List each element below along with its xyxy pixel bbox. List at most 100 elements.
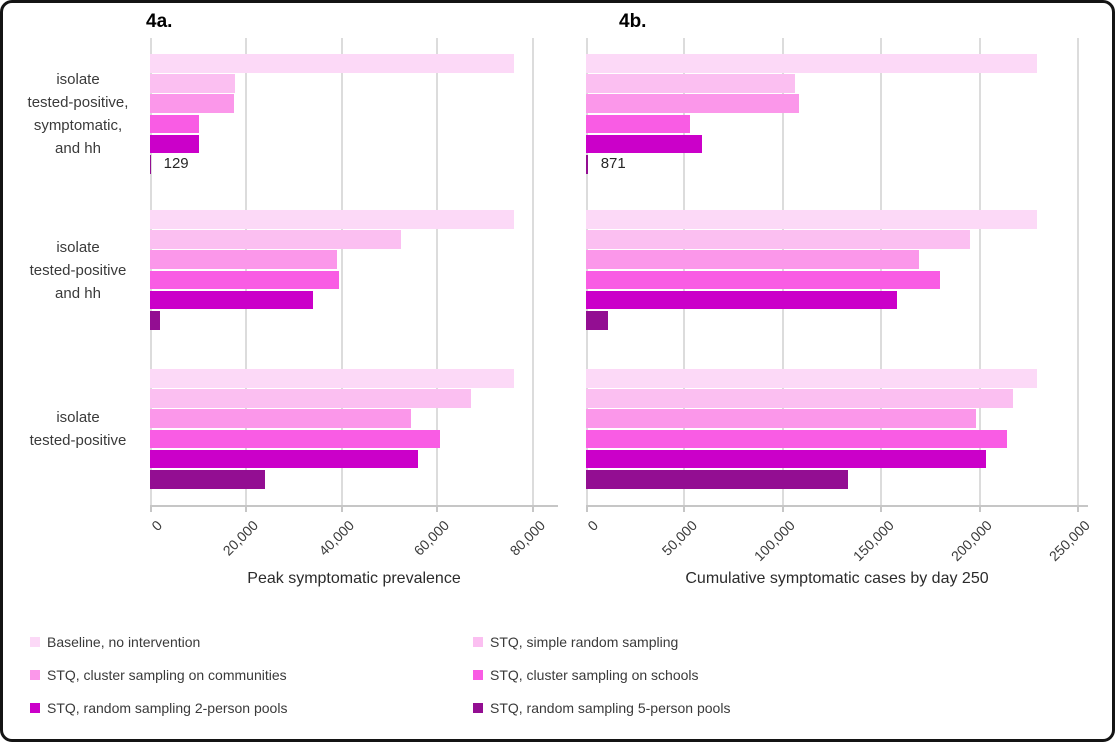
bar-stq-simple-random-sampling — [586, 230, 970, 249]
bar-baseline-no-intervention — [150, 54, 514, 73]
bar-stq-random-sampling-2-person-pools — [586, 134, 703, 154]
bar-stq-random-sampling-2-person-pools — [586, 290, 897, 310]
xtick-label: 40,000 — [315, 517, 357, 559]
xtick-label: 150,000 — [849, 517, 897, 565]
bar-baseline-no-intervention — [586, 210, 1037, 229]
bar-stq-cluster-sampling-on-schools — [586, 114, 691, 134]
axis-tick — [150, 505, 152, 512]
bar-stq-cluster-sampling-on-schools — [586, 270, 941, 290]
gridline — [436, 38, 439, 505]
axis-tick — [340, 505, 343, 512]
bar-stq-cluster-sampling-on-communities — [586, 94, 799, 113]
axis-tick — [978, 505, 981, 512]
axis-tick — [781, 505, 784, 512]
bar-stq-random-sampling-5-person-pools — [150, 470, 265, 489]
category-label-line: isolate — [56, 238, 100, 256]
category-label-line: tested-positive — [29, 261, 127, 279]
legend-item: STQ, cluster sampling on communities — [30, 667, 473, 683]
xtick-label: 250,000 — [1046, 517, 1094, 565]
axis-tick — [244, 505, 247, 512]
legend-label: STQ, cluster sampling on schools — [490, 667, 699, 683]
legend-swatch — [30, 670, 40, 680]
bar-stq-cluster-sampling-on-schools — [150, 429, 440, 449]
bar-stq-random-sampling-5-person-pools — [586, 470, 848, 489]
legend-label: STQ, random sampling 2-person pools — [47, 700, 288, 716]
gridline — [1077, 38, 1079, 505]
bar-stq-random-sampling-2-person-pools — [150, 449, 419, 469]
bar-stq-random-sampling-5-person-pools — [586, 155, 588, 174]
bar-stq-cluster-sampling-on-schools — [150, 114, 200, 134]
category-label: isolate tested-positive — [13, 369, 143, 489]
category-label-line: isolate — [56, 409, 100, 426]
legend-item: STQ, simple random sampling — [473, 634, 1090, 650]
bar-stq-simple-random-sampling — [586, 74, 795, 93]
gridline — [532, 38, 534, 505]
legend-swatch — [473, 637, 483, 647]
chart-a-title: 4a. — [146, 11, 173, 32]
legend-item: STQ, random sampling 5-person pools — [473, 700, 1090, 716]
chart-b-title: 4b. — [619, 11, 647, 32]
axis-tick — [683, 505, 686, 512]
bar-baseline-no-intervention — [150, 369, 514, 388]
category-label-line: tested-positive — [29, 432, 127, 449]
bar-baseline-no-intervention — [150, 210, 514, 229]
category-label-line: tested-positive, — [27, 94, 129, 111]
xtick-label: 200,000 — [947, 517, 995, 565]
chart-b-axis-title: Cumulative symptomatic cases by day 250 — [685, 570, 989, 587]
legend-label: STQ, random sampling 5-person pools — [490, 700, 731, 716]
bar-stq-cluster-sampling-on-schools — [150, 270, 340, 290]
legend-swatch — [473, 670, 483, 680]
xtick-label: 0 — [148, 517, 166, 534]
category-label-line: and hh — [55, 140, 101, 157]
axis-tick — [436, 505, 439, 512]
chart-b-plot-area: 871 — [586, 38, 1088, 512]
xtick-label: 60,000 — [410, 517, 453, 559]
legend-label: STQ, simple random sampling — [490, 634, 679, 650]
bar-stq-random-sampling-5-person-pools — [586, 311, 608, 330]
bar-baseline-no-intervention — [586, 369, 1037, 388]
chart-a-plot-area: 129 — [150, 38, 558, 512]
bar-stq-cluster-sampling-on-communities — [150, 409, 411, 428]
axis-tick — [586, 505, 588, 512]
bar-stq-cluster-sampling-on-communities — [150, 250, 337, 269]
axis-tick — [1077, 505, 1079, 512]
bar-stq-cluster-sampling-on-communities — [586, 409, 976, 428]
xtick-label: 80,000 — [506, 517, 549, 559]
gridline — [978, 38, 981, 505]
bar-stq-simple-random-sampling — [150, 74, 236, 93]
xtick-label: 20,000 — [219, 517, 262, 559]
category-label-line: isolate — [56, 71, 100, 88]
category-label-line: and hh — [55, 284, 101, 302]
bar-stq-cluster-sampling-on-schools — [586, 429, 1008, 449]
category-label: isolate tested-positive, symptomatic, and h… — [13, 54, 143, 174]
bar-stq-random-sampling-2-person-pools — [150, 134, 200, 154]
xtick-label: 0 — [584, 517, 602, 534]
data-label: 129 — [163, 155, 189, 172]
data-label: 871 — [600, 155, 626, 172]
legend-label: Baseline, no intervention — [47, 634, 201, 650]
axis-tick — [532, 505, 534, 512]
bar-stq-simple-random-sampling — [150, 230, 402, 249]
bar-stq-random-sampling-5-person-pools — [150, 155, 151, 174]
bar-stq-cluster-sampling-on-communities — [150, 94, 234, 113]
legend-swatch — [473, 703, 483, 713]
bar-baseline-no-intervention — [586, 54, 1037, 73]
chart-a-axis-title: Peak symptomatic prevalence — [247, 570, 461, 587]
bar-stq-random-sampling-2-person-pools — [586, 449, 986, 469]
axis-tick — [880, 505, 883, 512]
gridline — [340, 38, 343, 505]
xtick-label: 50,000 — [658, 517, 700, 559]
legend-label: STQ, cluster sampling on communities — [47, 667, 287, 683]
xtick-label: 100,000 — [751, 517, 799, 565]
legend: Baseline, no intervention STQ, simple ran… — [30, 634, 1090, 716]
legend-swatch — [30, 637, 40, 647]
legend-swatch — [30, 703, 40, 713]
bar-stq-simple-random-sampling — [586, 389, 1014, 408]
category-label-line: symptomatic, — [33, 117, 123, 134]
legend-item: STQ, cluster sampling on schools — [473, 667, 1090, 683]
legend-item: STQ, random sampling 2-person pools — [30, 700, 473, 716]
category-label: isolate tested-positive and hh — [13, 210, 143, 330]
legend-item: Baseline, no intervention — [30, 634, 473, 650]
bar-stq-random-sampling-5-person-pools — [150, 311, 160, 330]
